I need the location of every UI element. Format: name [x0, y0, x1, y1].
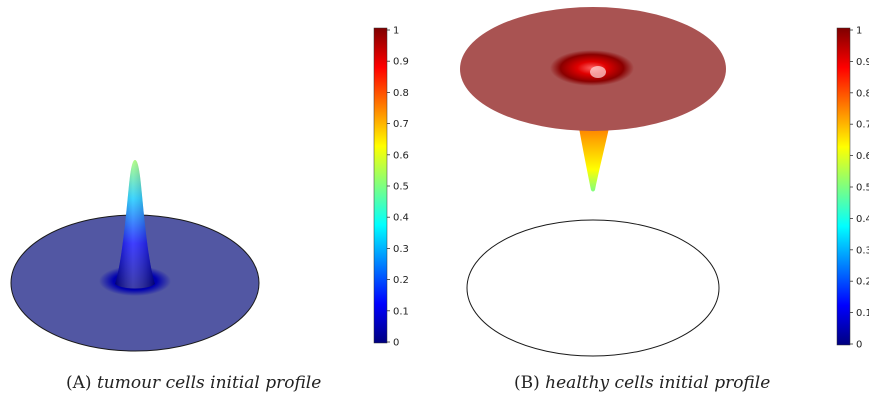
colorbar-b-tick-label: 0.3 [856, 245, 869, 256]
colorbar-a-tick-label: 0.8 [393, 88, 409, 99]
colorbar-a: 1 0.9 0.8 0.7 0.6 0.5 0.4 0.3 0.2 0.1 0 [373, 26, 409, 349]
colorbar-b-tick-label: 0.7 [856, 120, 869, 131]
caption-b-tag: (B) [514, 373, 540, 393]
colorbar-a-ticks: 1 0.9 0.8 0.7 0.6 0.5 0.4 0.3 0.2 0.1 0 [387, 26, 409, 349]
colorbar-a-tick-label: 0.3 [393, 244, 409, 255]
colorbar-a-tick-label: 0.7 [393, 119, 409, 130]
colorbar-a-tick-label: 0 [393, 338, 399, 349]
colorbar-b-tick-label: 0.4 [856, 214, 869, 225]
colorbar-b-tick-label: 0.6 [856, 151, 869, 162]
caption-a-tag: (A) [66, 373, 92, 393]
colorbar-b-ticks: 1 0.9 0.8 0.7 0.6 0.5 0.4 0.3 0.2 0.1 0 [850, 26, 869, 351]
caption-a: (A) tumour cells initial profile [66, 373, 321, 393]
caption-b: (B) healthy cells initial profile [514, 373, 770, 393]
colorbar-b-tick-label: 0.5 [856, 183, 869, 194]
colorbar-a-tick-label: 0.2 [393, 275, 409, 286]
panel-b-surface [460, 7, 726, 357]
colorbar-a-tick-label: 0.5 [393, 182, 409, 193]
tumour-peak-shading [115, 160, 155, 289]
healthy-well-highlight [590, 66, 606, 78]
colorbar-b-tick-label: 0.1 [856, 308, 869, 319]
colorbar-b-tick-label: 0.9 [856, 57, 869, 68]
colorbar-b-tick-label: 0.8 [856, 88, 869, 99]
colorbar-b-ramp [836, 27, 851, 346]
colorbar-b-tick-label: 1 [856, 26, 862, 37]
colorbar-a-tick-label: 0.4 [393, 213, 409, 224]
panel-a-surface [10, 160, 260, 352]
colorbar-a-tick-label: 1 [393, 26, 399, 37]
colorbar-a-ramp [373, 27, 388, 344]
colorbar-a-tick-label: 0.6 [393, 150, 409, 161]
healthy-well [550, 50, 634, 86]
healthy-spike [579, 128, 609, 192]
colorbar-b: 1 0.9 0.8 0.7 0.6 0.5 0.4 0.3 0.2 0.1 0 [836, 26, 869, 351]
colorbar-b-tick-label: 0 [856, 340, 862, 351]
caption-b-text: healthy cells initial profile [545, 373, 771, 393]
healthy-base-outline [466, 219, 720, 357]
colorbar-a-tick-label: 0.9 [393, 57, 409, 68]
colorbar-b-tick-label: 0.2 [856, 277, 869, 288]
caption-a-text: tumour cells initial profile [96, 373, 322, 393]
colorbar-a-tick-label: 0.1 [393, 306, 409, 317]
